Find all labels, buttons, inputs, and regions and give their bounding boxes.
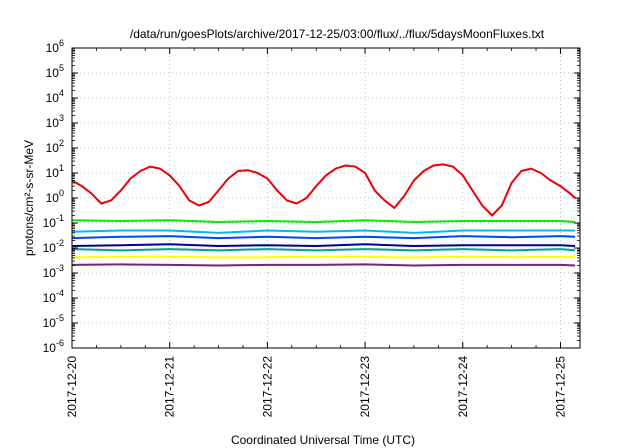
x-tick-label: 2017-12-21 bbox=[163, 356, 177, 418]
series-line-6 bbox=[71, 255, 576, 259]
series-layer bbox=[71, 163, 576, 267]
x-tick-label: 2017-12-20 bbox=[65, 356, 79, 418]
series-line-3 bbox=[71, 235, 576, 240]
y-tick-label: 10-3 bbox=[43, 263, 64, 280]
y-tick-label: 103 bbox=[46, 113, 64, 130]
y-tick-label: 102 bbox=[46, 138, 64, 155]
x-tick-labels: 2017-12-20 2017-12-21 2017-12-22 2017-12-23… bbox=[65, 356, 567, 418]
series-line-7 bbox=[71, 263, 576, 267]
series-line-2 bbox=[71, 229, 576, 234]
series-line-4 bbox=[71, 243, 576, 247]
x-tick-label: 2017-12-22 bbox=[260, 356, 274, 418]
y-tick-label: 106 bbox=[46, 38, 64, 55]
y-tick-label: 10-5 bbox=[43, 313, 64, 330]
y-tick-label: 104 bbox=[46, 88, 64, 105]
y-tick-label: 10-1 bbox=[43, 213, 64, 230]
x-axis-label: Coordinated Universal Time (UTC) bbox=[231, 433, 415, 447]
chart-title: /data/run/goesPlots/archive/2017-12-25/0… bbox=[130, 27, 545, 41]
y-tick-label: 100 bbox=[46, 188, 64, 205]
x-tick-label: 2017-12-24 bbox=[456, 356, 470, 418]
series-line-0 bbox=[71, 163, 576, 217]
y-tick-label: 101 bbox=[46, 163, 64, 180]
x-tick-label: 2017-12-23 bbox=[358, 356, 372, 418]
series-line-1 bbox=[71, 219, 576, 223]
y-tick-labels: 10-6 10-5 10-4 10-3 10-2 10-1 100 101 102 103 104 1… bbox=[43, 38, 64, 355]
y-axis-label: protons/cm²-s-sr-MeV bbox=[22, 140, 36, 256]
series-line-5 bbox=[71, 248, 576, 252]
grid bbox=[72, 48, 580, 348]
x-tick-label: 2017-12-25 bbox=[553, 356, 567, 418]
y-tick-label: 10-2 bbox=[43, 238, 64, 255]
y-tick-label: 10-4 bbox=[43, 288, 64, 305]
tick-marks bbox=[71, 47, 580, 349]
y-tick-label: 10-6 bbox=[43, 338, 64, 355]
y-tick-label: 105 bbox=[46, 63, 64, 80]
